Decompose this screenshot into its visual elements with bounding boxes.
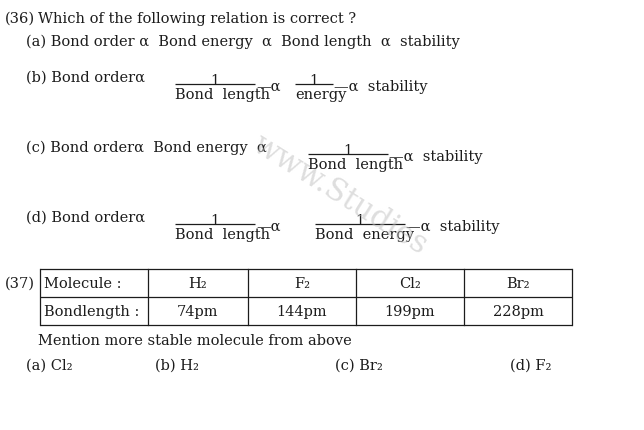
Text: Molecule :: Molecule : bbox=[44, 276, 122, 290]
Text: 1: 1 bbox=[309, 74, 319, 88]
Text: Mention more stable molecule from above: Mention more stable molecule from above bbox=[38, 333, 352, 347]
Text: Bondlength :: Bondlength : bbox=[44, 304, 139, 318]
Text: Which of the following relation is correct ?: Which of the following relation is corre… bbox=[38, 12, 356, 26]
Text: —α  stability: —α stability bbox=[389, 150, 482, 164]
Text: H₂: H₂ bbox=[189, 276, 207, 290]
Text: Bond  energy: Bond energy bbox=[315, 227, 414, 241]
Text: (37): (37) bbox=[5, 276, 35, 290]
Text: 228pm: 228pm bbox=[493, 304, 544, 318]
Text: 1: 1 bbox=[211, 214, 220, 227]
Text: 144pm: 144pm bbox=[277, 304, 327, 318]
Text: 1: 1 bbox=[343, 144, 352, 158]
Text: (d) F₂: (d) F₂ bbox=[510, 358, 551, 372]
Text: (d) Bond orderα: (d) Bond orderα bbox=[26, 211, 145, 224]
Text: energy: energy bbox=[295, 88, 346, 102]
Text: 74pm: 74pm bbox=[177, 304, 219, 318]
Text: (b) H₂: (b) H₂ bbox=[155, 358, 199, 372]
Text: (a) Cl₂: (a) Cl₂ bbox=[26, 358, 73, 372]
Text: Bond  length: Bond length bbox=[175, 227, 270, 241]
Text: —α  stability: —α stability bbox=[406, 219, 500, 233]
Text: (c) Br₂: (c) Br₂ bbox=[335, 358, 383, 372]
Text: 1: 1 bbox=[211, 74, 220, 88]
Text: (b) Bond orderα: (b) Bond orderα bbox=[26, 71, 145, 85]
Text: Br₂: Br₂ bbox=[506, 276, 530, 290]
Text: —α: —α bbox=[256, 219, 281, 233]
Text: 1: 1 bbox=[355, 214, 365, 227]
Text: Bond  length: Bond length bbox=[308, 158, 403, 172]
Text: Cl₂: Cl₂ bbox=[399, 276, 421, 290]
Text: 199pm: 199pm bbox=[384, 304, 435, 318]
Text: (36): (36) bbox=[5, 12, 35, 26]
Text: —α: —α bbox=[256, 80, 281, 94]
Text: —α  stability: —α stability bbox=[334, 80, 428, 94]
Text: (c) Bond orderα  Bond energy  α: (c) Bond orderα Bond energy α bbox=[26, 141, 267, 155]
Text: Bond  length: Bond length bbox=[175, 88, 270, 102]
Text: F₂: F₂ bbox=[294, 276, 310, 290]
Text: www.Studies: www.Studies bbox=[247, 129, 433, 261]
Text: (a) Bond order α  Bond energy  α  Bond length  α  stability: (a) Bond order α Bond energy α Bond leng… bbox=[26, 35, 460, 49]
